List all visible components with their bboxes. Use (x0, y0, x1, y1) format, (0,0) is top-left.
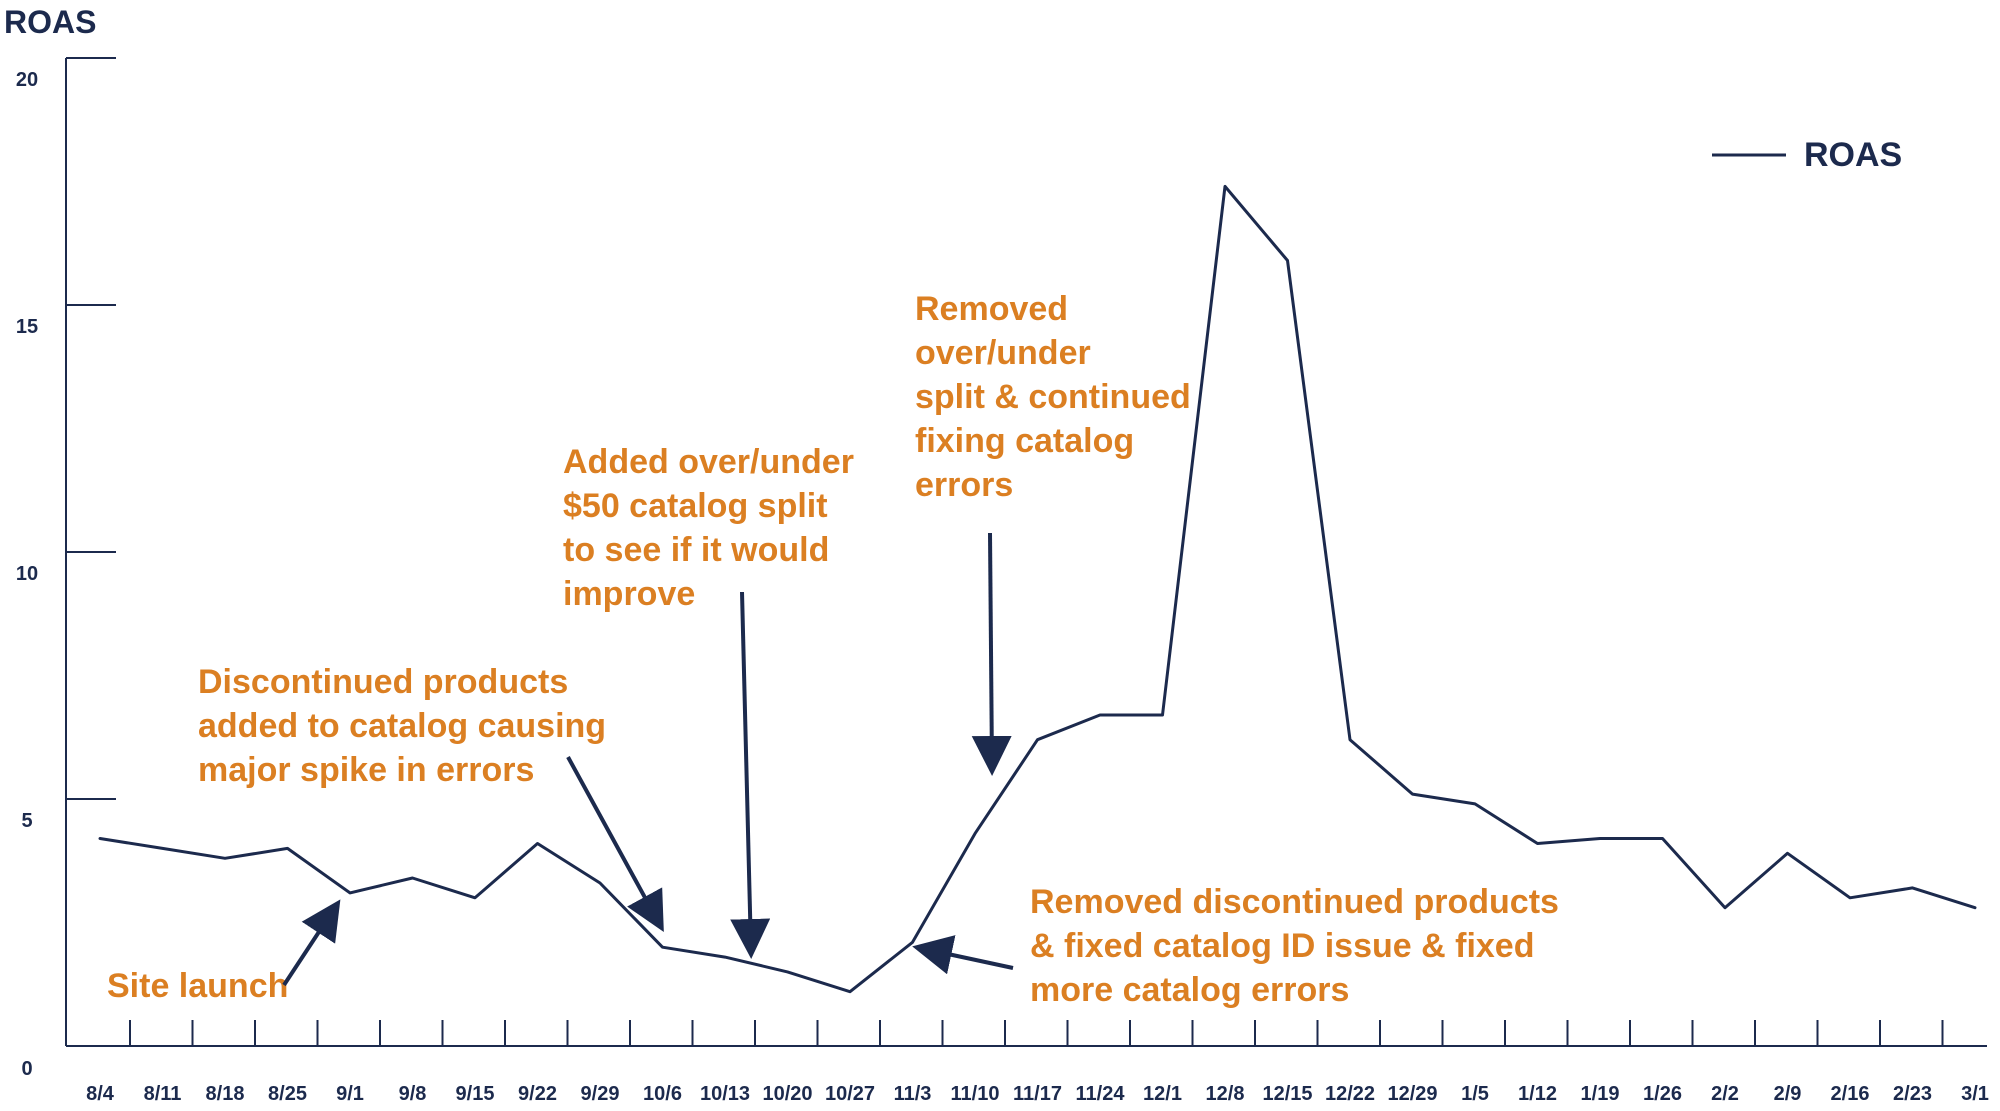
arrow-removed-split (971, 532, 1012, 776)
x-tick-label: 8/25 (268, 1083, 307, 1105)
arrow-discontinued-products (566, 756, 664, 933)
x-tick-label: 12/22 (1325, 1083, 1375, 1105)
x-tick-label: 9/22 (518, 1083, 557, 1105)
x-tick-label: 12/15 (1262, 1083, 1312, 1105)
annotations: Site launch Discontinued products added … (107, 290, 1568, 1009)
arrow-fixed-catalog-id (912, 935, 1014, 975)
x-tick-label: 11/10 (951, 1083, 1000, 1105)
x-tick-label: 11/3 (894, 1083, 932, 1105)
annotation-site-launch: Site launch (107, 967, 288, 1005)
x-tick-label: 11/17 (1013, 1083, 1062, 1105)
y-tick-label: 10 (16, 563, 38, 585)
annotation-fixed-catalog-id: Removed discontinued products & fixed ca… (1030, 883, 1568, 1009)
x-tick-label: 1/12 (1518, 1083, 1557, 1105)
y-tick-label: 20 (16, 69, 38, 91)
x-tick-label: 9/15 (456, 1083, 495, 1105)
legend-label: ROAS (1804, 136, 1902, 174)
x-axis-ticks: 8/4 8/11 8/18 8/25 9/1 9/8 9/15 9/22 9/29 10/6 10/… (86, 1020, 1989, 1105)
annotation-discontinued-products: Discontinued products added to catalog c… (198, 663, 616, 789)
x-tick-label: 2/2 (1711, 1083, 1739, 1105)
x-tick-label: 12/8 (1206, 1083, 1245, 1105)
x-tick-label: 8/4 (86, 1083, 115, 1105)
x-tick-label: 1/19 (1581, 1083, 1620, 1105)
x-tick-label: 11/24 (1076, 1083, 1126, 1105)
x-tick-label: 9/8 (399, 1083, 427, 1105)
x-tick-label: 10/27 (825, 1083, 875, 1105)
x-tick-label: 12/1 (1143, 1083, 1182, 1105)
x-tick-label: 2/23 (1893, 1083, 1932, 1105)
x-tick-label: 10/13 (700, 1083, 750, 1105)
y-axis-title: ROAS (4, 4, 96, 40)
x-tick-label: 2/9 (1774, 1083, 1802, 1105)
x-tick-label: 8/11 (144, 1083, 182, 1105)
y-tick-label: 5 (21, 810, 32, 832)
x-tick-label: 1/5 (1461, 1083, 1489, 1105)
x-tick-label: 2/16 (1831, 1083, 1870, 1105)
y-tick-label: 15 (16, 316, 38, 338)
roas-series-line (98, 184, 1977, 994)
y-tick-label: 0 (21, 1058, 32, 1080)
x-tick-label: 10/6 (643, 1083, 682, 1105)
y-axis-ticks: 0 5 10 15 20 (16, 57, 116, 1080)
arrow-over-under-split (730, 591, 771, 959)
x-tick-label: 9/29 (581, 1083, 620, 1105)
x-tick-label: 12/29 (1387, 1083, 1437, 1105)
x-tick-label: 1/26 (1643, 1083, 1682, 1105)
x-tick-label: 8/18 (206, 1083, 245, 1105)
annotation-removed-split: Removed over/under split & continued fix… (915, 290, 1200, 504)
arrow-site-launch (282, 899, 341, 987)
x-tick-label: 10/20 (762, 1083, 812, 1105)
annotation-over-under-split: Added over/under $50 catalog split to se… (563, 443, 863, 613)
legend: ROAS (1712, 136, 1902, 174)
x-tick-label: 3/1 (1961, 1083, 1989, 1105)
x-tick-label: 9/1 (336, 1083, 364, 1105)
